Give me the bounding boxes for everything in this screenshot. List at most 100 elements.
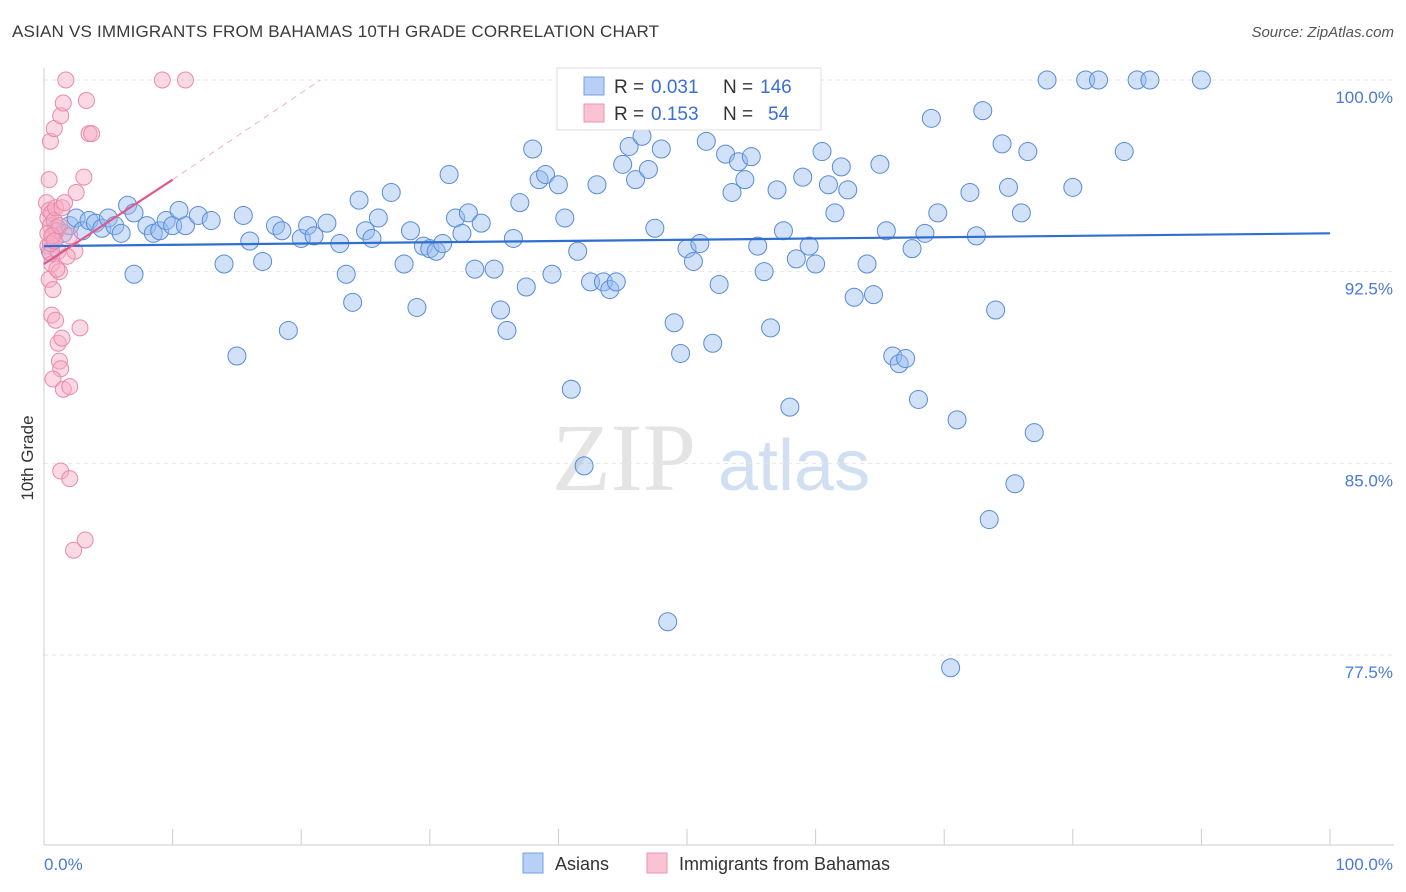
stats-legend-swatch-asians xyxy=(583,76,605,96)
stats-n-label-asians: N = xyxy=(723,77,753,98)
asians-point-83 xyxy=(651,139,671,159)
asians-point-26 xyxy=(233,205,253,225)
bahamas-point-15 xyxy=(50,263,68,281)
asians-point-58 xyxy=(491,300,511,320)
asians-point-64 xyxy=(529,170,549,190)
bahamas-point-51 xyxy=(40,171,58,189)
asians-point-68 xyxy=(555,208,575,228)
asians-point-55 xyxy=(471,213,491,233)
asians-point-108 xyxy=(812,142,832,162)
asians-point-137 xyxy=(1018,142,1038,162)
bahamas-point-12 xyxy=(47,199,65,217)
bahamas-point-24 xyxy=(53,329,71,347)
bahamas-point-50 xyxy=(61,227,79,245)
asians-point-12 xyxy=(118,195,138,215)
asians-point-30 xyxy=(272,221,292,241)
legend-label-bahamas: Immigrants from Bahamas xyxy=(679,854,890,874)
asians-point-97 xyxy=(741,147,761,167)
asians-point-106 xyxy=(799,236,819,256)
y-tick-labels: 100.0% 92.5% 85.0% 77.5% xyxy=(1335,88,1393,682)
asians-point-116 xyxy=(870,154,890,174)
asians-point-109 xyxy=(818,175,838,195)
asians-trend-line xyxy=(43,232,1331,248)
asians-point-113 xyxy=(844,287,864,307)
asians-point-79 xyxy=(626,170,646,190)
y-axis-label: 10th Grade xyxy=(18,415,37,500)
asians-point-103 xyxy=(780,397,800,417)
x-tick-label-0: 0.0% xyxy=(44,855,83,874)
stats-legend-swatch-bahamas xyxy=(583,103,605,123)
asians-point-133 xyxy=(992,134,1012,154)
asians-point-90 xyxy=(696,131,716,151)
asians-point-92 xyxy=(709,274,729,294)
asians-point-37 xyxy=(336,264,356,284)
bahamas-point-18 xyxy=(52,107,70,125)
asians-point-78 xyxy=(619,136,639,156)
asians-point-57 xyxy=(484,259,504,279)
asians-point-136 xyxy=(1011,203,1031,223)
asians-point-131 xyxy=(979,510,999,530)
asians-point-123 xyxy=(915,223,935,243)
asians-point-41 xyxy=(362,228,382,248)
asians-point-96 xyxy=(735,170,755,190)
asians-point-112 xyxy=(838,180,858,200)
chart-title: ASIAN VS IMMIGRANTS FROM BAHAMAS 10TH GR… xyxy=(12,22,660,41)
asians-point-88 xyxy=(683,251,703,271)
asians-point-76 xyxy=(606,272,626,292)
stats-r-label-bahamas: R = xyxy=(614,104,644,125)
bahamas-point-22 xyxy=(47,311,65,329)
asians-point-21 xyxy=(169,200,189,220)
asians-point-128 xyxy=(960,182,980,202)
asians-point-143 xyxy=(1114,142,1134,162)
asians-point-134 xyxy=(999,177,1018,197)
chart-source: Source: ZipAtlas.com xyxy=(1251,24,1394,41)
bahamas-point-40 xyxy=(83,125,101,143)
asians-point-135 xyxy=(1005,474,1025,494)
asians-point-124 xyxy=(921,108,941,128)
asians-point-75 xyxy=(600,280,620,300)
asians-point-24 xyxy=(214,254,234,274)
asians-point-53 xyxy=(452,223,472,243)
y-tick-label-1: 92.5% xyxy=(1345,280,1393,299)
asians-point-60 xyxy=(503,228,523,248)
asians-point-77 xyxy=(613,154,633,174)
asians-point-100 xyxy=(761,318,781,338)
asians-point-44 xyxy=(394,254,414,274)
bahamas-point-46 xyxy=(50,217,68,235)
asians-point-39 xyxy=(349,190,369,210)
bahamas-point-11 xyxy=(44,281,62,299)
bahamas-point-36 xyxy=(71,319,89,337)
asians-point-14 xyxy=(137,216,157,236)
asians-point-11 xyxy=(111,223,131,243)
series-bahamas-points xyxy=(38,71,194,559)
bahamas-point-32 xyxy=(76,531,94,549)
bahamas-point-30 xyxy=(61,470,79,488)
asians-point-145 xyxy=(1140,70,1160,90)
asians-point-125 xyxy=(928,203,948,223)
asians-point-38 xyxy=(343,292,363,312)
watermark-atlas: atlas xyxy=(718,426,870,506)
legend-swatch-asians xyxy=(522,852,544,874)
asians-point-89 xyxy=(690,234,710,254)
bahamas-point-33 xyxy=(61,378,79,396)
bahamas-point-16 xyxy=(41,132,59,150)
asians-point-34 xyxy=(304,226,324,246)
stats-n-value-asians: 146 xyxy=(760,77,792,98)
x-axis-ticks xyxy=(43,829,1331,845)
asians-point-98 xyxy=(748,236,768,256)
legend-swatch-bahamas xyxy=(646,852,668,874)
asians-point-85 xyxy=(664,313,684,333)
watermark-zip: ZIP xyxy=(552,404,696,511)
asians-point-126 xyxy=(947,410,967,430)
y-tick-label-0: 100.0% xyxy=(1335,88,1393,107)
gridlines xyxy=(44,79,1394,656)
asians-point-71 xyxy=(574,456,594,476)
bahamas-trend-line xyxy=(43,178,174,265)
asians-point-142 xyxy=(1089,70,1109,90)
stats-n-value-bahamas: 54 xyxy=(768,104,790,125)
asians-point-105 xyxy=(793,167,813,187)
asians-point-94 xyxy=(722,182,742,202)
asians-point-82 xyxy=(645,218,665,238)
asians-point-43 xyxy=(381,182,401,202)
